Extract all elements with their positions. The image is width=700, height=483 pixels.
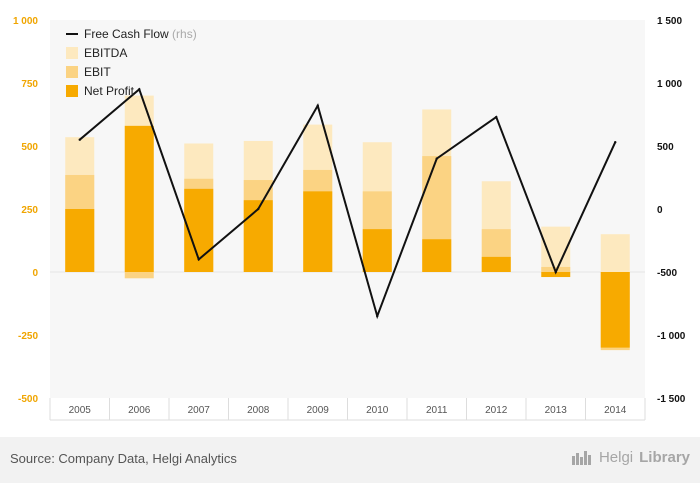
- left-tick-label: 500: [21, 142, 38, 153]
- brand-name-bold: Library: [639, 449, 690, 466]
- x-tick-label-2014: 2014: [604, 405, 627, 416]
- x-tick-label-2006: 2006: [128, 405, 151, 416]
- combo-chart: 1 000 750 500 250 0 -250 -500 1 500 1 000 500 0 -5…: [13, 16, 686, 421]
- legend-label-ebitda: EBITDA: [84, 46, 127, 60]
- legend-swatch-ebit: [66, 66, 78, 78]
- bar-ebit-2006: [124, 272, 154, 279]
- legend-label-free-cash-flow: Free Cash Flow (rhs): [84, 27, 197, 41]
- right-tick-label: -500: [657, 268, 677, 279]
- free-cash-flow-point-2011: [435, 157, 438, 160]
- left-tick-label: 250: [21, 205, 38, 216]
- right-tick-label: 0: [657, 205, 663, 216]
- free-cash-flow-point-2008: [257, 207, 260, 211]
- bar-net-profit-2008: [243, 200, 273, 272]
- free-cash-flow-point-2012: [495, 115, 498, 119]
- bar-net-profit-2005: [65, 209, 95, 272]
- x-axis-bands: [49, 398, 646, 421]
- legend-swatch-ebitda: [66, 47, 78, 59]
- right-tick-label: 1 500: [657, 16, 682, 27]
- right-axis: 1 500 1 000 500 0 -500 -1 000 -1 500: [657, 16, 686, 405]
- footer: Source: Company Data, Helgi Analytics He…: [0, 437, 700, 483]
- left-tick-label: 1 000: [13, 16, 38, 27]
- right-tick-label: 500: [657, 142, 674, 153]
- legend-rhs-suffix: (rhs): [172, 27, 197, 41]
- free-cash-flow-point-2010: [376, 314, 379, 318]
- right-tick-label: -1 500: [657, 394, 686, 405]
- x-tick-label-2013: 2013: [545, 405, 568, 416]
- x-tick-label-2008: 2008: [247, 405, 270, 416]
- x-axis: 2005 2006 2007 2008 2009 2010 2011 2012 2013 2014: [69, 405, 627, 416]
- bar-net-profit-2013: [541, 272, 571, 278]
- free-cash-flow-point-2014: [614, 141, 617, 144]
- helgi-library-logo: Helgi Library: [571, 449, 690, 466]
- free-cash-flow-point-2005: [78, 138, 81, 141]
- left-tick-label: 750: [21, 79, 38, 90]
- bar-net-profit-2012: [481, 256, 511, 272]
- legend-label-ebit: EBIT: [84, 65, 111, 79]
- library-icon: [571, 450, 591, 465]
- free-cash-flow-point-2007: [197, 258, 200, 261]
- legend-swatch-net-profit: [66, 85, 78, 97]
- bars: [50, 95, 645, 351]
- bar-net-profit-2010: [362, 229, 392, 272]
- left-tick-label: 0: [32, 268, 38, 279]
- free-cash-flow-point-2013: [554, 270, 557, 274]
- free-cash-flow-point-2006: [138, 88, 141, 91]
- bar-net-profit-2009: [303, 191, 333, 272]
- right-tick-label: 1 000: [657, 79, 682, 90]
- bar-net-profit-2006: [124, 125, 154, 272]
- left-tick-label: -250: [18, 331, 38, 342]
- free-cash-flow-line-group: [78, 87, 617, 320]
- legend: Free Cash Flow (rhs) EBITDA EBIT Net Profit: [66, 27, 197, 98]
- x-tick-label-2005: 2005: [69, 405, 92, 416]
- right-tick-label: -1 000: [657, 331, 686, 342]
- x-tick-label-2009: 2009: [307, 405, 330, 416]
- x-tick-label-2007: 2007: [188, 405, 211, 416]
- legend-label-net-profit: Net Profit: [84, 84, 135, 98]
- x-tick-label-2011: 2011: [426, 405, 448, 416]
- bar-net-profit-2011: [422, 239, 452, 272]
- left-tick-label: -500: [18, 394, 38, 405]
- left-axis: 1 000 750 500 250 0 -250 -500: [13, 16, 38, 405]
- bar-net-profit-2014: [600, 272, 630, 348]
- bar-ebitda-2014: [600, 234, 630, 272]
- free-cash-flow-line: [79, 87, 617, 320]
- brand-name-light: Helgi: [598, 449, 634, 466]
- x-tick-label-2010: 2010: [366, 405, 389, 416]
- free-cash-flow-point-2009: [316, 104, 319, 107]
- source-note: Source: Company Data, Helgi Analytics: [10, 451, 237, 466]
- x-tick-label-2012: 2012: [485, 405, 508, 416]
